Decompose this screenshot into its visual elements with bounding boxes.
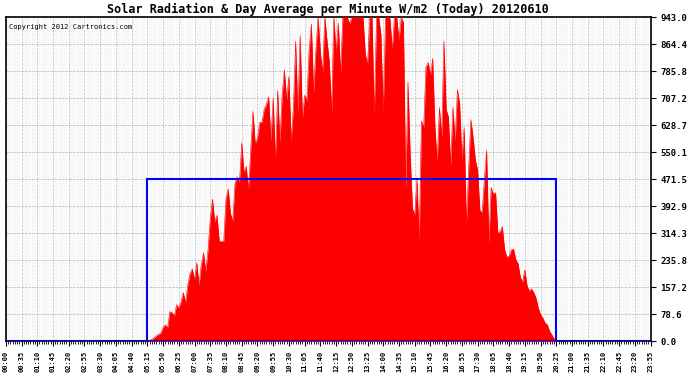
Bar bbox=[148, 179, 556, 341]
Title: Solar Radiation & Day Average per Minute W/m2 (Today) 20120610: Solar Radiation & Day Average per Minute… bbox=[108, 3, 549, 16]
Text: Copyright 2012 Cartronics.com: Copyright 2012 Cartronics.com bbox=[9, 24, 132, 30]
